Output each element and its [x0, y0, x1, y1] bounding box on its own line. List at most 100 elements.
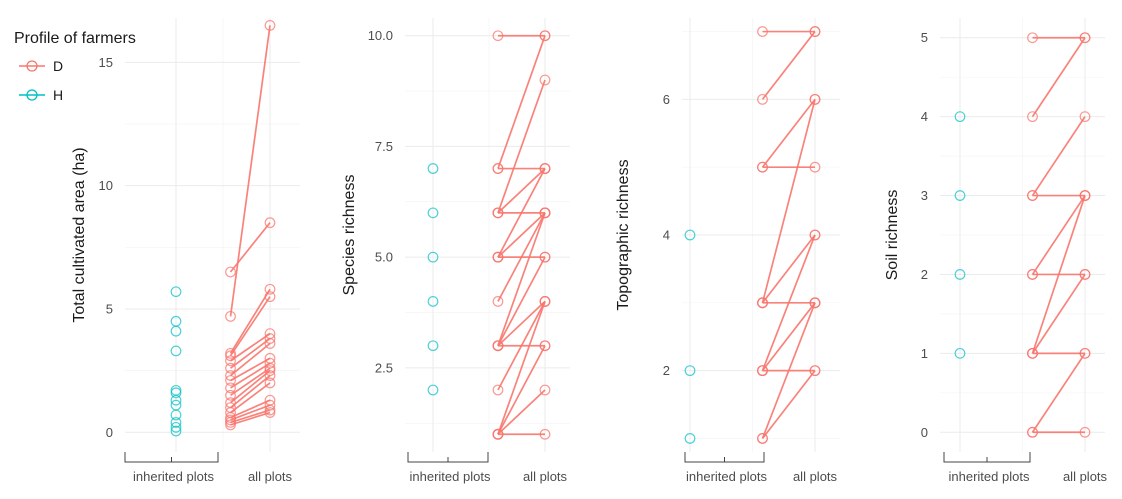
series-d-line	[497, 35, 546, 169]
y-tick-label: 10.0	[368, 28, 393, 43]
series-d-line	[230, 382, 271, 414]
panel-1: 0 5 10 15 Total cultivated area (ha) inherite…	[71, 18, 300, 484]
series-d-line	[230, 367, 271, 396]
series-h-point	[684, 229, 696, 241]
series-d-point	[757, 161, 768, 173]
y-tick-label: 2	[663, 363, 670, 378]
series-d-line	[497, 167, 546, 214]
series-d-line	[1031, 273, 1086, 354]
series-d-point	[1027, 347, 1038, 359]
y-axis-title: Species richness	[341, 175, 358, 296]
series-d-line	[229, 25, 271, 317]
series-h-point	[170, 409, 182, 421]
series-d-line	[761, 31, 816, 100]
y-axis-title: Soil richness	[884, 190, 901, 281]
series-d-line	[497, 212, 546, 302]
y-tick-label: 2.5	[375, 360, 393, 375]
y-tick-label: 15	[99, 55, 113, 70]
y-tick-label: 3	[921, 188, 928, 203]
series-d-point	[225, 350, 236, 362]
series-d-line	[229, 369, 271, 404]
series-h-point	[170, 421, 182, 433]
series-d-point	[539, 30, 551, 42]
series-d-point	[757, 365, 768, 377]
series-h-point	[954, 347, 966, 359]
series-d-point	[757, 433, 768, 444]
series-d-point	[264, 357, 276, 369]
series-d-point	[264, 19, 276, 31]
series-d-point	[264, 333, 276, 344]
series-d-line	[497, 389, 546, 435]
x-tick-label: all plots	[1063, 469, 1108, 484]
x-tick-label: all plots	[793, 469, 838, 484]
series-d-point	[225, 375, 236, 386]
y-tick-label: 6	[663, 92, 670, 107]
series-d-point	[1079, 190, 1091, 201]
series-d-point	[809, 26, 821, 37]
legend: Profile of farmers D H	[14, 30, 136, 103]
x-tick-label: inherited plots	[686, 469, 767, 484]
series-h-point	[170, 417, 182, 428]
series-h-point	[170, 387, 182, 399]
x-tick-label: inherited plots	[133, 469, 214, 484]
series-d-point	[1027, 111, 1038, 123]
series-d-point	[1079, 111, 1091, 123]
y-tick-label: 10	[99, 178, 113, 193]
series-d-line	[497, 79, 546, 214]
series-d-point	[1027, 190, 1038, 201]
y-tick-label: 1	[921, 346, 928, 361]
y-tick-label: 4	[663, 228, 670, 243]
panel-2: 2.5 5.0 7.5 10.0 Species richness inherited p…	[341, 18, 570, 484]
series-d-point	[1079, 32, 1091, 44]
series-h-point	[427, 251, 439, 263]
series-d-line	[497, 212, 546, 346]
series-d-point	[809, 365, 821, 377]
series-h-point	[427, 384, 439, 396]
series-d-point	[539, 296, 551, 307]
series-d-point	[1079, 347, 1091, 359]
series-h-point	[427, 163, 439, 174]
series-h-point	[684, 365, 696, 377]
series-d-point	[809, 229, 821, 241]
series-d-line	[761, 99, 816, 304]
series-d-line	[229, 374, 271, 409]
y-axis-title: Topographic richness	[615, 159, 632, 310]
series-d-point	[264, 407, 276, 418]
legend-key-point-d	[26, 60, 38, 72]
y-tick-label: 2	[921, 267, 928, 282]
series-d-point	[539, 163, 551, 174]
series-d-line	[1031, 352, 1086, 433]
series-d-point	[225, 389, 236, 401]
series-d-point	[225, 382, 236, 394]
y-tick-label: 5	[106, 301, 113, 316]
series-d-line	[761, 234, 816, 304]
series-d-point	[225, 355, 236, 367]
series-d-point	[225, 362, 236, 374]
series-d-line	[761, 370, 816, 439]
series-h-point	[684, 433, 696, 444]
series-h-point	[954, 111, 966, 123]
series-d-point	[1079, 426, 1091, 438]
series-d-point	[1027, 426, 1038, 438]
y-tick-label: 4	[921, 109, 928, 124]
series-d-point	[264, 377, 276, 389]
series-d-point	[225, 370, 236, 381]
series-h-point	[170, 394, 182, 406]
x-tick-label: all plots	[523, 469, 568, 484]
series-d-line	[1031, 116, 1086, 197]
series-d-line	[230, 409, 271, 424]
y-tick-label: 5.0	[375, 250, 393, 265]
series-d-line	[761, 98, 816, 168]
series-d-point	[492, 163, 504, 174]
panel-3: 2 4 6 Topographic richness inherited plots al…	[615, 18, 840, 484]
series-d-point	[225, 419, 236, 431]
series-h-point	[427, 296, 439, 307]
series-h-point	[170, 286, 182, 298]
series-d-line	[761, 234, 816, 371]
series-d-line	[761, 302, 816, 439]
series-d-point	[492, 30, 504, 42]
series-d-line	[230, 362, 271, 389]
x-tick-label: all plots	[248, 469, 293, 484]
series-d-point	[1079, 269, 1091, 280]
